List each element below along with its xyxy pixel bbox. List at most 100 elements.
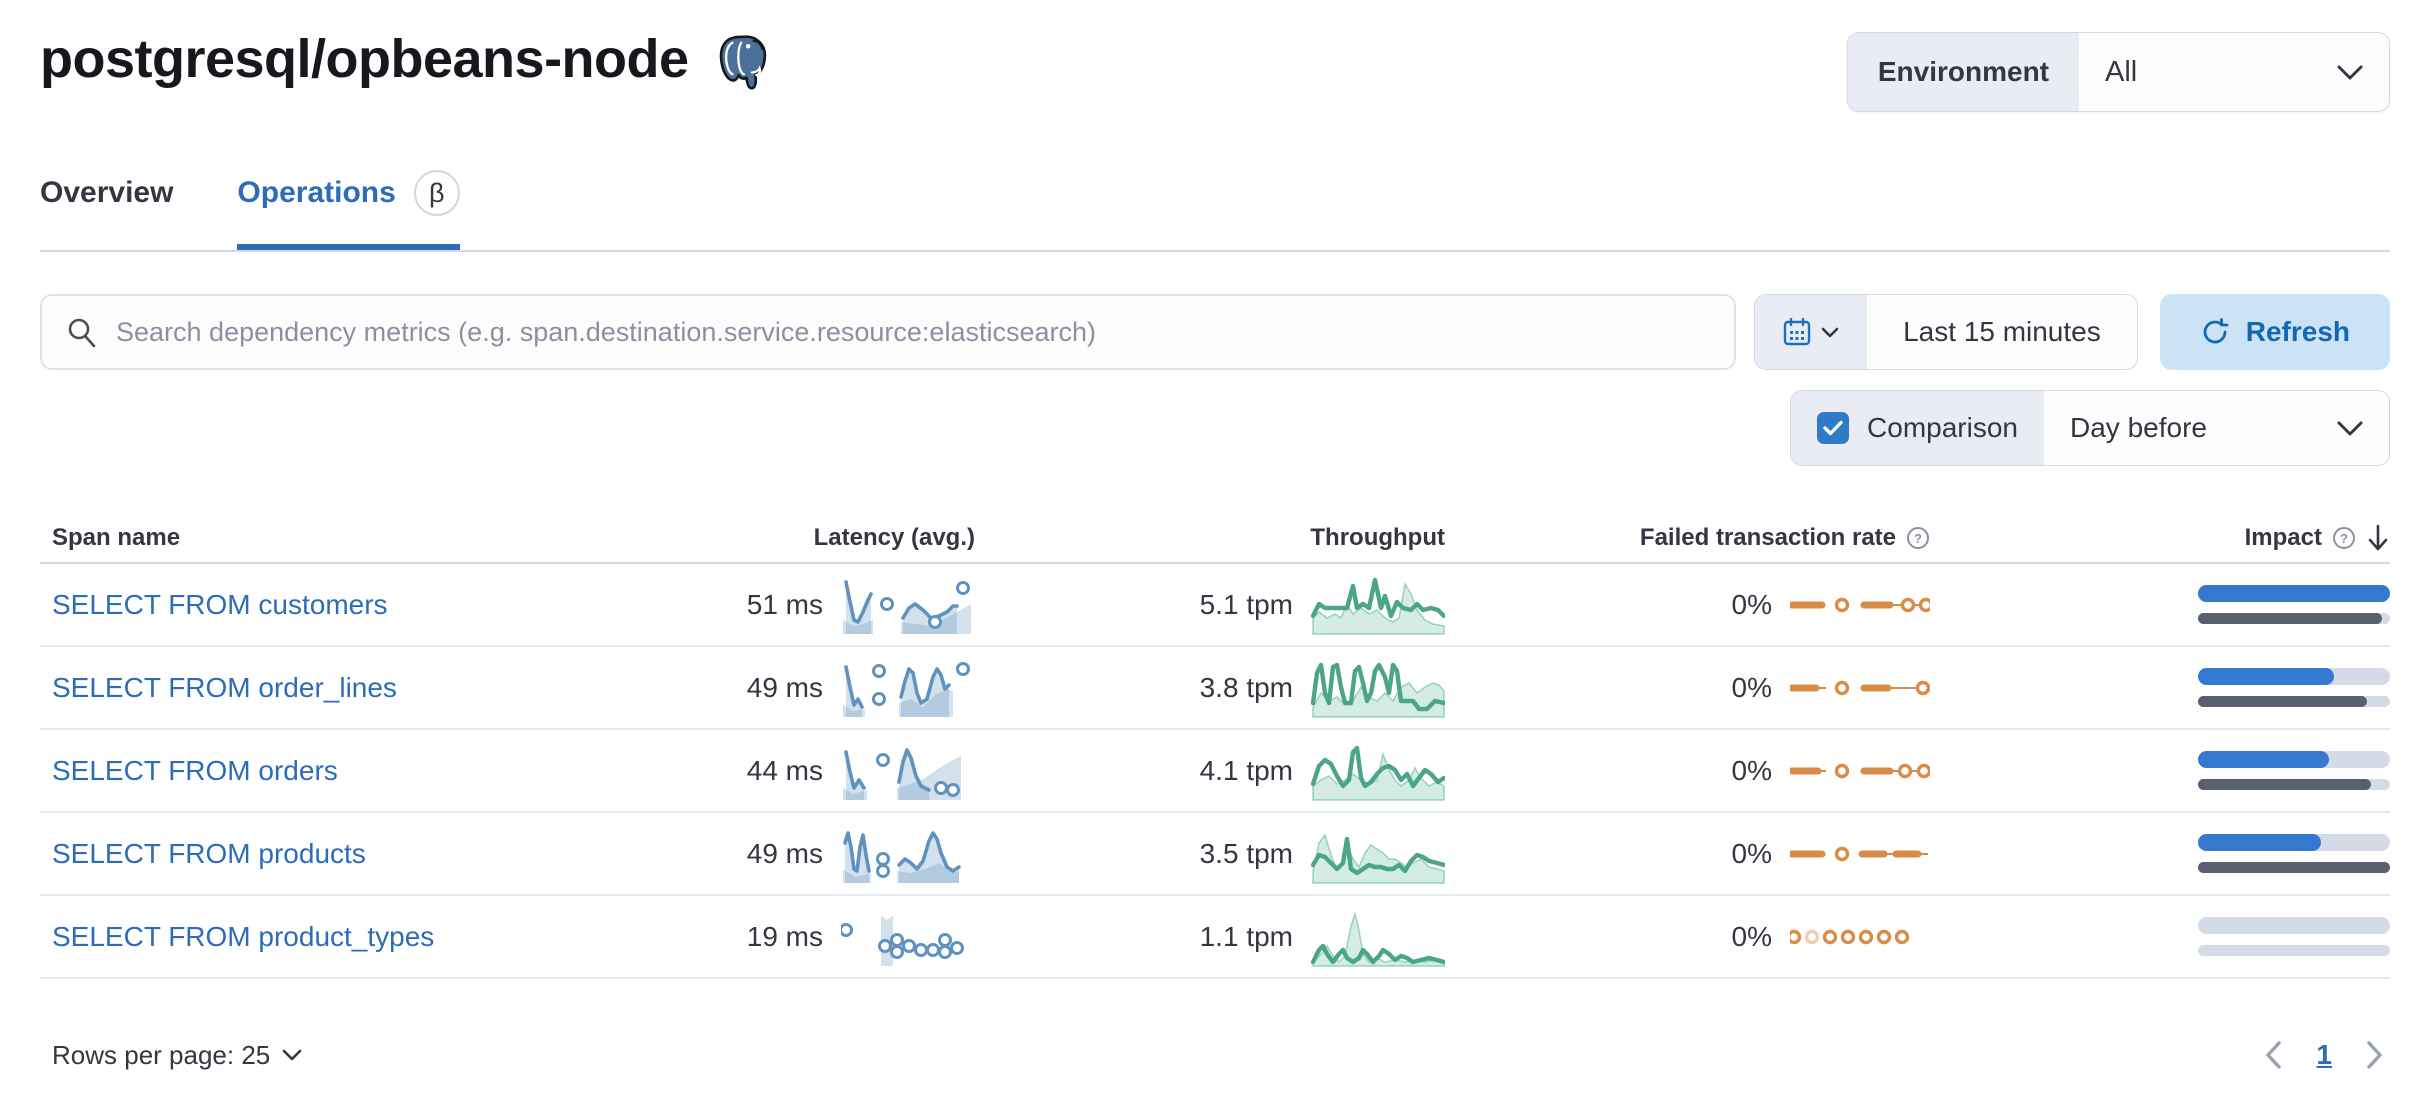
failed-rate-sparkline [1790,680,1930,695]
previous-page-icon[interactable] [2264,1040,2282,1070]
impact-bars [2198,917,2390,956]
tab-divider [40,250,2390,252]
span-name-link[interactable]: SELECT FROM product_types [52,920,435,952]
header-throughput[interactable]: Throughput [1310,524,1445,551]
impact-bar-current [2198,834,2390,851]
header-failed-rate[interactable]: Failed transaction rate ? [1445,524,1930,552]
postgresql-logo-icon [715,32,771,92]
span-name-link[interactable]: SELECT FROM customers [52,588,388,620]
time-range-value[interactable]: Last 15 minutes [1903,316,2101,347]
impact-bar-previous [2198,696,2390,707]
throughput-sparkline [1311,745,1445,801]
table-body: SELECT FROM customers 51 ms 5.1 tpm 0% SELEC… [40,564,2390,979]
header-span-name[interactable]: Span name [52,524,181,551]
failed-rate-sparkline [1790,929,1910,944]
sort-descending-icon [2366,524,2390,552]
latency-sparkline [843,830,961,883]
time-range-picker: Last 15 minutes [1754,294,2138,370]
header-latency[interactable]: Latency (avg.) [813,524,975,551]
chevron-down-icon [282,1049,302,1061]
tab-operations-label: Operations [237,176,396,209]
search-icon [66,316,98,348]
throughput-sparkline [1311,910,1445,967]
svg-text:?: ? [2340,531,2348,546]
comparison-checkbox[interactable] [1817,412,1850,444]
latency-value: 49 ms [746,671,823,703]
chevron-down-icon [2337,421,2363,436]
impact-bar-current [2198,668,2390,685]
failed-rate-value: 0% [1731,588,1772,620]
impact-bars [2198,751,2390,790]
search-input[interactable] [116,316,1711,348]
environment-value: All [2105,55,2138,88]
table-row: SELECT FROM order_lines 49 ms 3.8 tpm 0% [40,647,2390,730]
failed-rate-value: 0% [1731,671,1772,703]
impact-bar-current [2198,751,2390,768]
header-failed-rate-label: Failed transaction rate [1639,524,1896,551]
tab-operations[interactable]: Operations β [237,170,461,250]
refresh-label: Refresh [2245,316,2350,347]
chevron-down-icon [1821,327,1839,338]
table-row: SELECT FROM products 49 ms 3.5 tpm 0% [40,813,2390,896]
failed-rate-value: 0% [1731,837,1772,869]
throughput-value: 5.1 tpm [1199,588,1293,620]
throughput-sparkline [1311,832,1445,884]
span-name-link[interactable]: SELECT FROM products [52,837,366,869]
span-name-link[interactable]: SELECT FROM orders [52,754,338,786]
help-icon: ? [2332,526,2356,550]
chevron-down-icon [2337,65,2363,80]
impact-bar-previous [2198,862,2390,873]
impact-bar-previous [2198,779,2390,790]
pagination: 1 [2264,1039,2390,1071]
impact-bar-current [2198,585,2390,602]
svg-text:?: ? [1914,531,1922,546]
table-row: SELECT FROM product_types 19 ms 1.1 tpm 0% [40,896,2390,979]
header-impact[interactable]: Impact ? [1930,524,2390,552]
throughput-sparkline [1311,577,1445,635]
failed-rate-sparkline [1790,846,1928,861]
latency-sparkline [843,661,970,717]
refresh-button[interactable]: Refresh [2159,294,2390,370]
failed-rate-sparkline [1790,597,1930,612]
next-page-icon[interactable] [2366,1040,2384,1070]
comparison-toggle[interactable]: Comparison [1791,391,2044,465]
table-row: SELECT FROM orders 44 ms 4.1 tpm 0% [40,730,2390,813]
tab-bar: Overview Operations β [40,170,2390,250]
throughput-sparkline [1311,662,1445,718]
impact-bars [2198,834,2390,873]
latency-value: 51 ms [746,588,823,620]
impact-bar-previous [2198,945,2390,956]
failed-rate-value: 0% [1731,754,1772,786]
operations-table: Span name Latency (avg.) Throughput Fail… [40,514,2390,979]
comparison-select[interactable]: Day before [2044,391,2389,465]
latency-value: 44 ms [746,754,823,786]
comparison-row: Comparison Day before [40,390,2390,466]
calendar-menu-button[interactable] [1755,295,1868,369]
refresh-icon [2200,317,2230,347]
comparison-value: Day before [2070,412,2207,443]
throughput-value: 3.8 tpm [1199,671,1293,703]
latency-value: 49 ms [746,837,823,869]
tab-overview[interactable]: Overview [40,170,173,250]
calendar-icon [1783,318,1811,346]
latency-sparkline [843,579,971,634]
page-number-1[interactable]: 1 [2316,1039,2332,1070]
latency-value: 19 ms [746,920,823,952]
impact-bar-current [2198,917,2390,934]
toolbar: Last 15 minutes Refresh [40,294,2390,370]
impact-bars [2198,585,2390,624]
latency-sparkline [841,915,964,966]
environment-label: Environment [1847,33,2079,111]
page-header: postgresql/opbeans-node Environment All [40,28,2390,112]
table-footer: Rows per page: 25 1 [40,1039,2390,1071]
failed-rate-value: 0% [1731,920,1772,952]
search-box [40,294,1737,370]
impact-bar-previous [2198,613,2390,624]
rows-per-page-button[interactable]: Rows per page: 25 [40,1040,302,1071]
failed-rate-sparkline [1790,763,1930,778]
span-name-link[interactable]: SELECT FROM order_lines [52,671,397,703]
environment-filter[interactable]: Environment All [1846,32,2390,112]
page-title: postgresql/opbeans-node [40,29,689,89]
latency-sparkline [843,747,961,800]
rows-per-page-label: Rows per page: 25 [52,1039,271,1070]
